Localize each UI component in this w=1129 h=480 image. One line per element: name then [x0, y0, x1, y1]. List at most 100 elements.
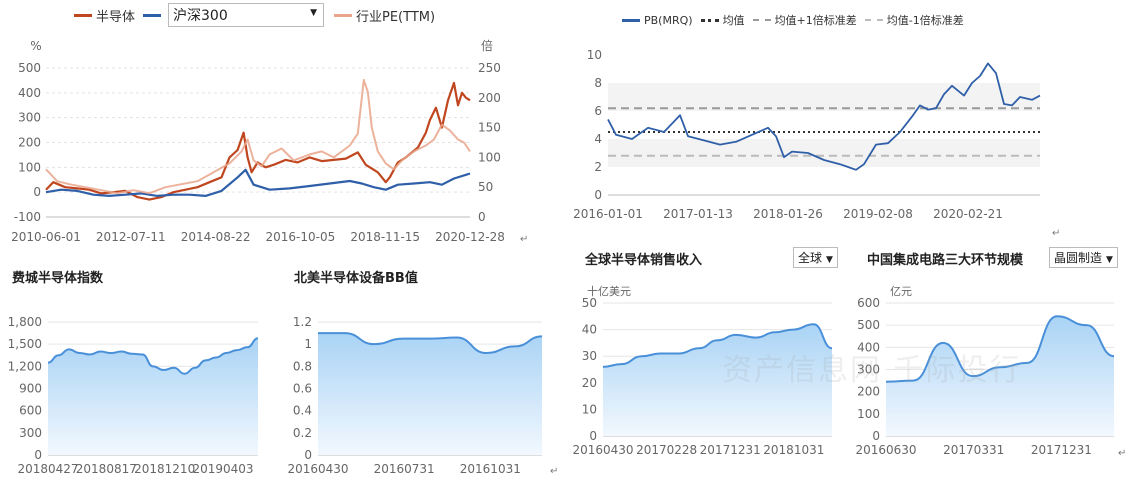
y-tick-label: 300	[857, 363, 880, 377]
x-tick-label: 20160430	[287, 462, 348, 476]
x-tick-label: 2014-08-22	[181, 230, 251, 244]
x-tick-label: 20181210	[134, 462, 195, 476]
area-fill	[886, 316, 1114, 436]
area-line	[317, 332, 543, 355]
y-tick-label: 0	[34, 448, 42, 462]
y-tick-label: 300	[18, 111, 41, 125]
y-tick-label: 40	[582, 323, 597, 337]
y-tick-label: 600	[857, 296, 880, 310]
y-tick-label: 400	[18, 86, 41, 100]
y-tick-label: 0.2	[293, 426, 312, 440]
area-line	[885, 315, 1115, 383]
y-tick-label: 0.4	[293, 404, 312, 418]
y-tick-label-right: 150	[478, 121, 501, 135]
watermark: 资产信息网 千际投行	[722, 353, 1022, 388]
y-tick-label: 20	[582, 376, 597, 390]
dropdown-value: 晶圆制造	[1054, 251, 1103, 265]
chevron-down-icon: ▼	[826, 255, 833, 265]
chart5-svg: 0 10 20 30 40 50 20160430 20170228 20171231 20181…	[572, 296, 833, 457]
chevron-down-icon: ▼	[310, 8, 317, 18]
dropdown-value: 沪深300	[173, 8, 228, 24]
grid-band	[608, 83, 1040, 111]
x-tick-label: 20180817	[76, 462, 137, 476]
chart1-legend: 半导体	[74, 6, 173, 25]
y-tick-label: 0	[594, 188, 602, 202]
y-tick-label-right: 100	[478, 150, 501, 164]
legend-item-minus-std[interactable]: 均值-1倍标准差	[864, 12, 964, 28]
chart6-segment-dropdown[interactable]: 晶圆制造 ▼	[1049, 247, 1118, 268]
legend-item-pe[interactable]: 行业PE(TTM)	[334, 6, 435, 25]
legend-swatch	[622, 18, 640, 22]
chart5-region-dropdown[interactable]: 全球 ▼	[793, 247, 838, 268]
chart2-legend: PB(MRQ) 均值 均值+1倍标准差 均值-1倍标准差	[622, 12, 972, 28]
legend-swatch-dashed	[864, 19, 883, 21]
pb-series-line	[607, 62, 1041, 171]
y-tick-label: 1,500	[8, 337, 42, 351]
grid-band	[608, 139, 1040, 167]
x-tick-label: 20160430	[572, 443, 633, 457]
x-tick-label: 20181031	[763, 443, 824, 457]
y-tick-label: -100	[14, 210, 41, 224]
y-tick-label: 2	[594, 160, 602, 174]
y-tick-label: 900	[19, 382, 42, 396]
x-tick-label: 2018-01-26	[753, 207, 823, 221]
y-tick-label: 1	[304, 337, 312, 351]
y-tick-label: 0	[872, 429, 880, 443]
legend-label: 半导体	[96, 10, 136, 25]
series-line	[45, 168, 471, 197]
legend-label: PB(MRQ)	[644, 13, 693, 27]
y-tick-label: 0.8	[293, 359, 312, 373]
y-tick-label: 0	[33, 185, 41, 199]
y-tick-label: 400	[857, 340, 880, 354]
chart1-legend-pe: 行业PE(TTM)	[334, 6, 443, 25]
y-tick-label: 30	[582, 349, 597, 363]
series-line	[45, 78, 471, 195]
legend-label: 均值+1倍标准差	[774, 14, 857, 27]
series-line	[45, 81, 471, 201]
chart3-svg: 0 300 600 900 1,200 1,500 1,800 201804272018081…	[8, 315, 259, 476]
x-tick-label: 2018-11-15	[350, 230, 420, 244]
y-tick-label-right: 0	[478, 210, 486, 224]
y-tick-label-right: 50	[478, 180, 493, 194]
legend-item-plus-std[interactable]: 均值+1倍标准差	[752, 12, 857, 28]
chart1-benchmark-dropdown[interactable]: 沪深300 ▼	[168, 3, 324, 27]
y-axis-unit-right: 倍	[481, 38, 493, 53]
x-tick-label: 20160731	[374, 462, 435, 476]
x-tick-label: 20171231	[700, 443, 761, 457]
legend-label: 均值	[722, 14, 745, 27]
y-axis-unit-left: %	[30, 39, 41, 53]
chevron-down-icon: ▼	[1106, 255, 1113, 265]
legend-item-mean[interactable]: 均值	[700, 12, 745, 28]
chart2-svg: 0 2 4 6 8 10 2016-01-01 2017-01-13 2018-01-26 201…	[573, 48, 1041, 221]
x-tick-label: 2020-12-28	[435, 230, 505, 244]
x-tick-label: 2012-07-11	[96, 230, 166, 244]
chart6-unit: 亿元	[890, 285, 912, 298]
legend-item-pb[interactable]: PB(MRQ)	[622, 14, 693, 27]
legend-swatch-dotted	[700, 18, 719, 22]
y-tick-label-right: 200	[478, 91, 501, 105]
y-tick-label: 300	[19, 426, 42, 440]
y-tick-label-right: 250	[478, 61, 501, 75]
x-tick-label: 2016-01-01	[573, 207, 643, 221]
x-tick-label: 2016-10-05	[266, 230, 336, 244]
y-tick-label: 200	[18, 136, 41, 150]
y-tick-label: 1,800	[8, 315, 42, 329]
y-tick-label: 4	[594, 132, 602, 146]
x-tick-label: 20190403	[192, 462, 253, 476]
x-tick-label: 2017-01-13	[663, 207, 733, 221]
legend-swatch	[334, 14, 352, 17]
paragraph-mark: ↵	[550, 466, 559, 477]
legend-swatch	[143, 14, 162, 17]
chart4-svg: 0 0.2 0.4 0.6 0.8 1 1.2 20160430 20160731 2016103…	[287, 315, 543, 476]
y-tick-label: 0	[589, 429, 597, 443]
area-fill	[603, 324, 832, 436]
area-line	[602, 323, 833, 368]
legend-item-hs300[interactable]	[143, 14, 165, 17]
area-fill	[48, 338, 258, 455]
dropdown-value: 全球	[798, 251, 823, 265]
x-tick-label: 2020-02-21	[933, 207, 1003, 221]
legend-item-semiconductor[interactable]: 半导体	[74, 6, 135, 25]
x-tick-label: 2019-02-08	[843, 207, 913, 221]
y-tick-label: 100	[857, 407, 880, 421]
chart5-title: 全球半导体销售收入	[585, 253, 703, 268]
